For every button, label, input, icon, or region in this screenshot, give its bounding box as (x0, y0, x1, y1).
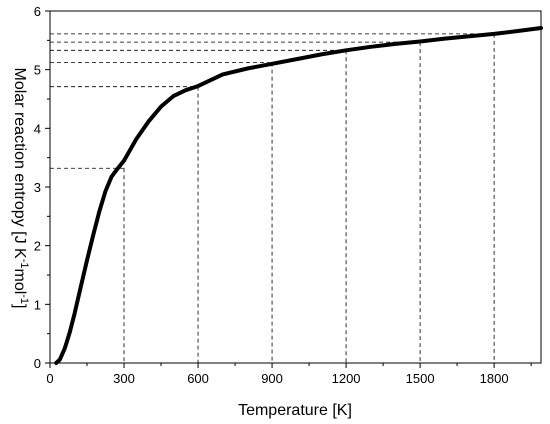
ticks-layer: 0 300 600 900 1200 1500 1800 0 1 2 3 4 5 6 (34, 4, 532, 386)
x-tick-label: 1500 (406, 371, 435, 386)
x-tick-label: 0 (46, 371, 53, 386)
y-axis-title: Molar reaction entropy [J K-1mol-1] (11, 68, 30, 309)
x-tick-label: 300 (113, 371, 135, 386)
x-tick-label: 1200 (332, 371, 361, 386)
entropy-curve (54, 26, 543, 365)
x-tick-label: 1800 (480, 371, 509, 386)
y-tick-label: 6 (34, 4, 41, 19)
x-axis-title: Temperature [K] (238, 402, 352, 419)
y-tick-label: 3 (34, 180, 41, 195)
plot-layer (50, 26, 543, 365)
y-tick-label: 0 (34, 356, 41, 371)
x-tick-label: 900 (261, 371, 283, 386)
y-tick-label: 1 (34, 297, 41, 312)
y-tick-label: 2 (34, 239, 41, 254)
x-tick-label: 600 (187, 371, 209, 386)
y-tick-label: 4 (34, 121, 41, 136)
y-tick-label: 5 (34, 63, 41, 78)
